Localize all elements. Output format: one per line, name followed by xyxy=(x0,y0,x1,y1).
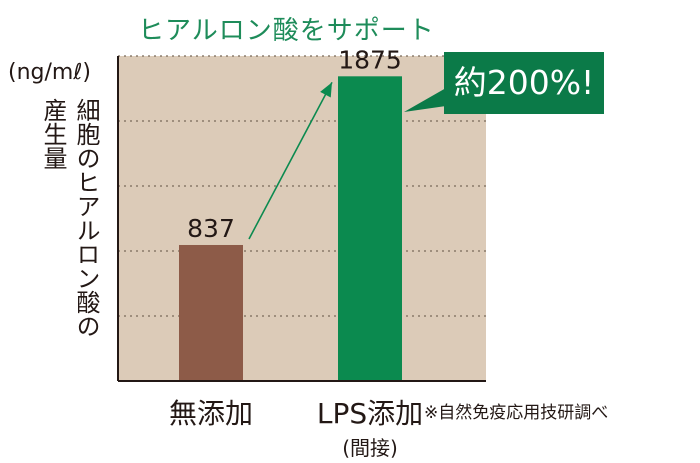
callout-badge: 約200%! xyxy=(444,52,604,114)
arrow-head xyxy=(320,82,332,98)
source-note: ※自然免疫応用技研調べ xyxy=(424,403,609,423)
y-axis-label-line-1: 細胞のヒアルロン酸の xyxy=(72,98,100,338)
chart-title: ヒアルロン酸をサポート xyxy=(138,16,435,46)
bar-control xyxy=(179,244,243,381)
bars xyxy=(179,76,402,381)
bar-lps xyxy=(338,76,402,381)
category-label-lps: LPS添加 xyxy=(316,397,424,430)
callout-pointer xyxy=(404,88,446,112)
increase-arrow xyxy=(248,81,446,240)
data-label: 1875 xyxy=(338,45,402,74)
arrow-shaft xyxy=(248,81,333,240)
y-axis-unit: (ng/mℓ) xyxy=(8,60,92,85)
y-axis-label-line-2: 産生量 xyxy=(39,98,67,170)
data-labels: 837 1875 xyxy=(187,45,402,243)
category-label-control: 無添加 xyxy=(168,397,254,430)
data-label: 837 xyxy=(187,214,235,243)
category-note-lps: (間接) xyxy=(342,436,398,460)
